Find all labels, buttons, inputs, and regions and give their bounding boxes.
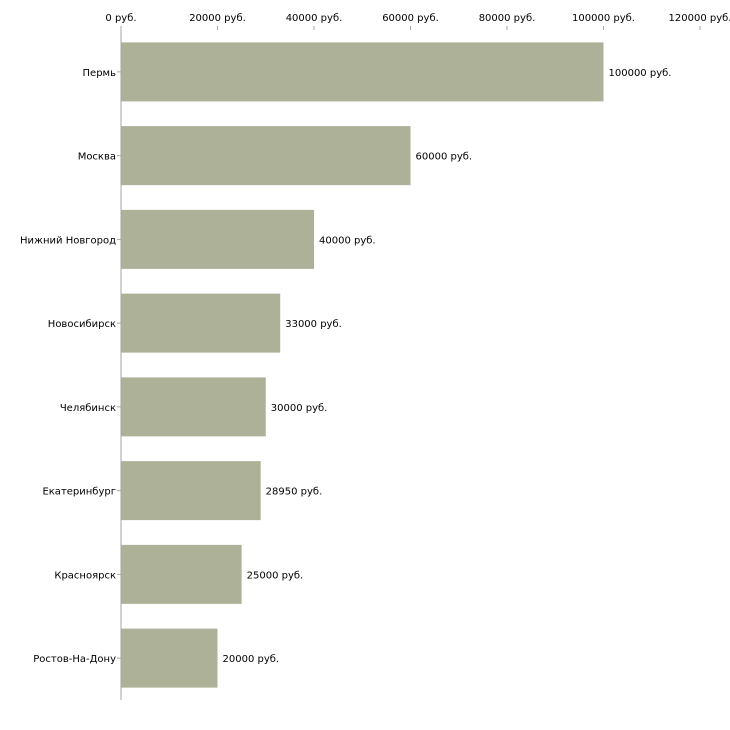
x-axis: 0 руб. 20000 руб. 40000 руб. 60000 руб. 8000…	[105, 13, 730, 30]
category-labels: Пермь Москва Нижний Новгород Новосибирск Чел…	[20, 68, 121, 665]
bar	[121, 544, 242, 604]
x-tick-label: 80000 руб.	[479, 13, 536, 24]
data-label: 20000 руб.	[223, 654, 280, 665]
bar	[121, 126, 411, 186]
category-label: Красноярск	[54, 570, 116, 581]
bar	[121, 293, 281, 353]
data-label: 40000 руб.	[319, 235, 376, 246]
category-label: Нижний Новгород	[20, 235, 116, 246]
x-tick-label: 20000 руб.	[189, 13, 246, 24]
x-tick-label: 0 руб.	[105, 13, 136, 24]
data-label: 30000 руб.	[271, 403, 328, 414]
category-label: Новосибирск	[48, 319, 116, 330]
data-label: 33000 руб.	[285, 319, 342, 330]
x-tick-label: 40000 руб.	[286, 13, 343, 24]
category-label: Пермь	[83, 68, 117, 79]
data-label: 28950 руб.	[266, 487, 323, 498]
data-label: 60000 руб.	[416, 152, 473, 163]
category-label: Екатеринбург	[42, 487, 116, 498]
bars-group	[121, 42, 604, 688]
x-tick-label: 120000 руб.	[669, 13, 730, 24]
category-label: Челябинск	[60, 403, 116, 414]
category-label: Москва	[78, 152, 116, 163]
category-label: Ростов-На-Дону	[33, 654, 116, 665]
x-tick-label: 100000 руб.	[572, 13, 635, 24]
x-tick-label: 60000 руб.	[382, 13, 439, 24]
data-label: 25000 руб.	[247, 570, 304, 581]
bar	[121, 209, 314, 269]
bar	[121, 42, 604, 102]
bar	[121, 377, 266, 437]
bar	[121, 461, 261, 521]
data-label: 100000 руб.	[609, 68, 672, 79]
bar	[121, 628, 218, 688]
data-labels: 100000 руб. 60000 руб. 40000 руб. 33000 руб…	[223, 68, 672, 665]
